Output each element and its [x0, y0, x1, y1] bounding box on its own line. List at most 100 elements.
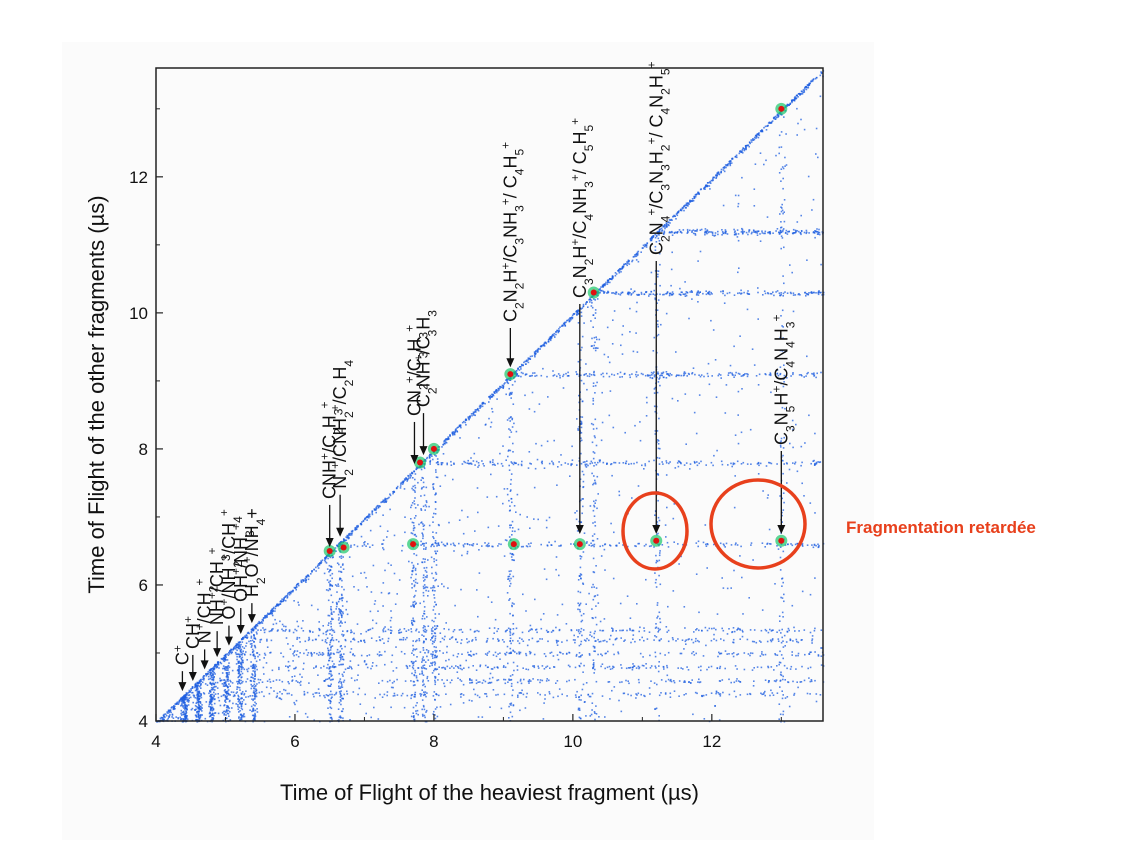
data-point — [732, 463, 735, 466]
data-point — [421, 667, 423, 670]
data-point — [502, 666, 505, 668]
data-point — [193, 696, 195, 698]
data-point — [339, 687, 342, 689]
data-point — [649, 376, 652, 379]
data-point — [355, 526, 357, 529]
data-point — [412, 522, 415, 524]
data-point — [580, 555, 583, 558]
data-point — [241, 656, 244, 659]
data-point — [199, 714, 201, 717]
data-point — [431, 655, 434, 657]
data-point — [605, 281, 607, 284]
data-point — [789, 639, 792, 641]
data-point — [413, 620, 416, 623]
data-point — [211, 706, 213, 708]
data-point — [812, 78, 815, 80]
data-point — [801, 544, 804, 546]
data-point — [434, 717, 437, 720]
data-point — [436, 476, 439, 479]
data-point — [411, 521, 414, 524]
data-point — [241, 682, 243, 684]
data-point — [200, 696, 203, 699]
data-point — [604, 543, 607, 545]
data-point — [332, 665, 334, 667]
data-point — [247, 631, 250, 634]
data-point — [566, 695, 568, 697]
data-point — [184, 694, 187, 696]
data-point — [776, 654, 779, 656]
data-point — [782, 378, 785, 380]
data-point — [521, 638, 523, 641]
data-point — [735, 371, 737, 374]
data-point — [464, 543, 466, 545]
data-point — [601, 285, 604, 288]
data-point — [200, 714, 202, 716]
data-point — [250, 661, 252, 663]
data-point — [688, 681, 690, 683]
data-point — [211, 667, 214, 669]
data-point — [331, 660, 334, 663]
data-point — [474, 630, 476, 633]
data-point — [525, 373, 528, 375]
data-point — [661, 374, 663, 377]
data-point — [459, 693, 462, 696]
data-point — [628, 463, 630, 465]
data-point — [263, 631, 266, 634]
data-point — [196, 690, 199, 693]
data-point — [654, 236, 657, 239]
data-point — [781, 230, 784, 233]
data-point — [221, 683, 224, 685]
data-point — [724, 164, 727, 166]
data-point — [380, 654, 383, 656]
data-point — [335, 693, 337, 695]
data-point — [473, 414, 475, 416]
data-point — [592, 667, 594, 670]
data-point — [582, 461, 585, 463]
data-point — [508, 394, 511, 396]
data-point — [431, 637, 433, 639]
data-point — [497, 628, 500, 630]
data-point — [339, 650, 341, 653]
data-point — [656, 323, 659, 326]
data-point — [502, 386, 505, 389]
data-point — [254, 685, 256, 688]
data-point — [245, 690, 247, 692]
data-point — [790, 543, 792, 545]
data-point — [434, 501, 437, 503]
data-point — [412, 477, 414, 479]
data-point — [368, 514, 370, 517]
data-point — [329, 702, 332, 705]
data-point — [753, 629, 756, 631]
data-point — [667, 221, 670, 223]
data-point — [510, 678, 513, 681]
data-point — [199, 709, 201, 711]
data-point — [337, 708, 340, 710]
data-point — [350, 546, 352, 548]
data-point — [783, 436, 785, 439]
data-point — [434, 681, 437, 683]
data-point — [735, 680, 738, 682]
data-point — [633, 462, 635, 465]
data-point — [592, 666, 595, 669]
data-point — [376, 653, 379, 656]
data-point — [305, 575, 308, 578]
data-point — [510, 651, 512, 654]
data-point — [275, 605, 277, 607]
data-point — [779, 650, 781, 653]
data-point — [421, 617, 424, 620]
data-point — [266, 616, 268, 618]
data-point — [212, 686, 215, 689]
data-point — [545, 680, 548, 682]
data-point — [525, 545, 528, 547]
data-point — [577, 427, 579, 430]
data-point — [447, 437, 450, 440]
data-point — [224, 669, 227, 671]
data-point — [198, 682, 200, 684]
data-point — [616, 373, 619, 375]
data-point — [474, 464, 476, 466]
data-point — [181, 703, 183, 705]
data-point — [755, 375, 758, 377]
data-point — [331, 693, 333, 696]
data-point — [326, 579, 329, 581]
data-point — [585, 303, 587, 305]
